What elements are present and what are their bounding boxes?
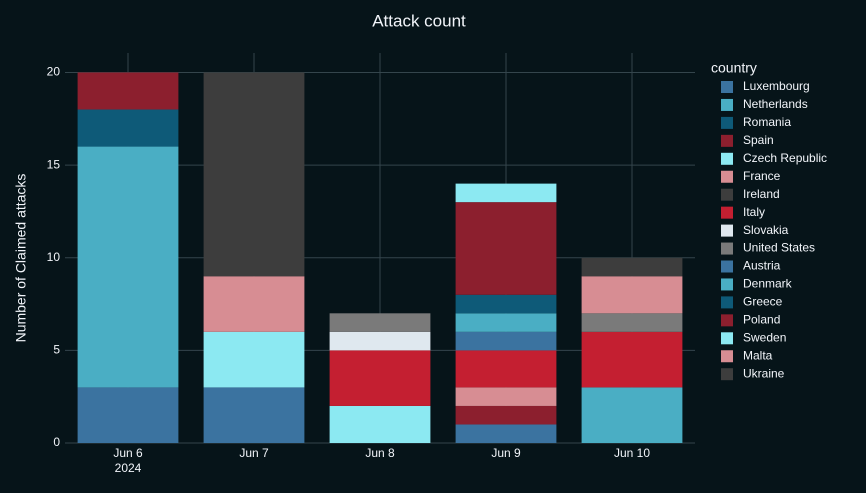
legend-label: Ukraine: [743, 366, 785, 380]
legend-swatch: [721, 224, 733, 237]
bar-segment: [455, 331, 557, 351]
bar-segment: [77, 387, 179, 443]
legend-swatch: [721, 206, 733, 219]
y-tick-label: 15: [47, 157, 61, 171]
bar-segment: [581, 313, 683, 332]
legend-label: Romania: [743, 115, 791, 129]
legend-label: Ireland: [743, 187, 780, 201]
legend-label: Czech Republic: [743, 151, 827, 165]
legend-label: Greece: [743, 295, 783, 309]
bar-segment: [455, 313, 557, 332]
bar-segment: [581, 276, 683, 314]
legend-label: Denmark: [743, 277, 793, 291]
bar-segment: [455, 202, 557, 295]
bars: [77, 72, 683, 443]
bar-segment: [455, 183, 557, 203]
bar-segment: [455, 387, 557, 406]
legend-swatch: [721, 368, 733, 381]
legend-label: Italy: [743, 205, 765, 219]
bar-segment: [455, 294, 557, 314]
legend-swatch: [721, 152, 733, 165]
legend-label: France: [743, 169, 781, 183]
x-tick-label: Jun 8: [365, 446, 395, 460]
legend-label: Poland: [743, 313, 780, 327]
bar-segment: [581, 257, 683, 277]
bar-segment: [581, 331, 683, 388]
legend-title: country: [711, 60, 757, 76]
legend-swatch: [721, 134, 733, 147]
x-tick-label: Jun 7: [239, 446, 269, 460]
x-tick-label: Jun 9: [491, 446, 521, 460]
legend: Luxembourg Netherlands Romania Spain Czech R…: [721, 79, 827, 380]
legend-swatch: [721, 170, 733, 183]
legend-label: Luxembourg: [743, 79, 810, 93]
legend-label: Spain: [743, 133, 774, 147]
legend-swatch: [721, 188, 733, 201]
legend-label: United States: [743, 241, 815, 255]
y-tick-label: 10: [47, 250, 61, 264]
bar-segment: [203, 276, 305, 332]
legend-swatch: [721, 332, 733, 345]
bar-segment: [455, 350, 557, 388]
legend-label: Austria: [743, 259, 781, 273]
bar-segment: [203, 72, 305, 277]
legend-swatch: [721, 278, 733, 291]
bar-segment: [455, 424, 557, 443]
bar-segment: [581, 387, 683, 443]
bar-segment: [329, 405, 431, 443]
legend-swatch: [721, 98, 733, 111]
legend-label: Malta: [743, 348, 773, 362]
legend-swatch: [721, 81, 733, 93]
bar-segment: [77, 72, 179, 110]
bar-segment: [77, 109, 179, 147]
y-tick-label: 0: [53, 435, 60, 449]
legend-label: Netherlands: [743, 97, 808, 111]
legend-swatch: [721, 296, 733, 309]
x-tick-label: Jun 10: [614, 446, 650, 460]
legend-label: Sweden: [743, 330, 786, 344]
y-axis-title: Number of Claimed attacks: [13, 174, 29, 343]
legend-swatch: [721, 260, 733, 273]
legend-swatch: [721, 242, 733, 255]
bar-segment: [329, 313, 431, 332]
bar-segment: [77, 146, 179, 388]
bar-segment: [329, 350, 431, 406]
y-tick-label: 20: [47, 65, 61, 79]
bar-segment: [455, 405, 557, 425]
bar-segment: [329, 331, 431, 351]
x-tick-year-label: 2024: [115, 461, 142, 475]
x-tick-label: Jun 6: [113, 446, 143, 460]
y-tick-label: 5: [53, 343, 60, 357]
chart-title: Attack count: [372, 11, 466, 30]
legend-swatch: [721, 314, 733, 327]
bar-segment: [203, 387, 305, 443]
legend-swatch: [721, 350, 733, 363]
legend-swatch: [721, 116, 733, 129]
bar-segment: [203, 331, 305, 388]
legend-label: Slovakia: [743, 223, 789, 237]
